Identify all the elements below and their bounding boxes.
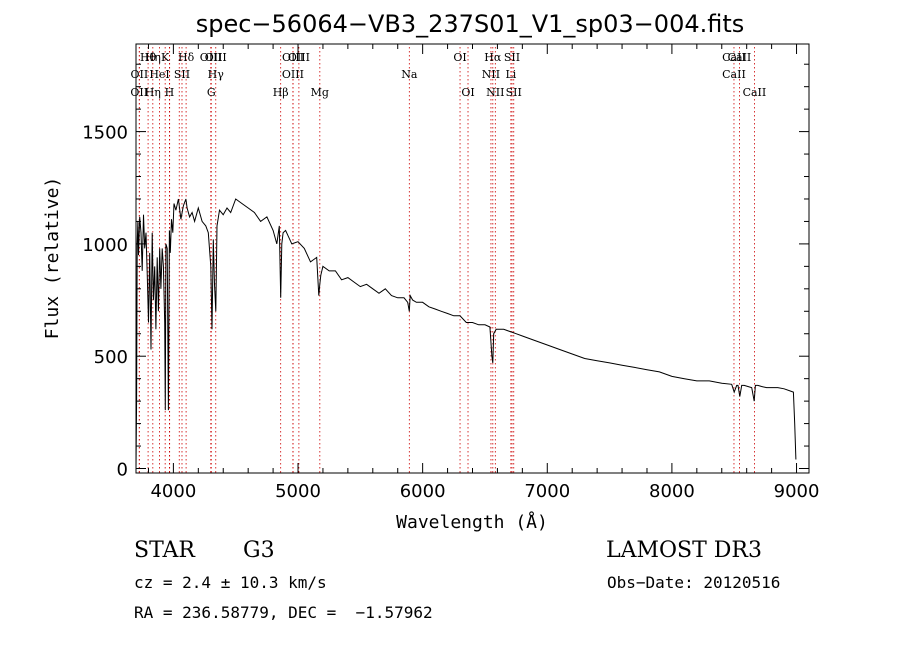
x-tick-label: 4000	[150, 481, 196, 502]
line-label: Hη	[145, 86, 161, 99]
line-label: SII	[504, 51, 520, 64]
x-tick-label: 9000	[774, 481, 820, 502]
line-label: Li	[505, 68, 516, 81]
y-tick-label: 1000	[82, 235, 128, 256]
line-label: OIII	[282, 51, 304, 64]
y-tick-label: 0	[117, 460, 128, 481]
object-class: STAR	[134, 538, 195, 563]
y-tick-label: 500	[94, 347, 128, 368]
line-label: Hγ	[208, 68, 225, 81]
chart-title: spec−56064−VB3_237S01_V1_sp03−004.fits	[196, 10, 745, 38]
x-tick-label: 6000	[400, 481, 446, 502]
object-subclass: G3	[243, 538, 275, 563]
x-tick-label: 8000	[649, 481, 695, 502]
spectrum-series-line	[135, 198, 797, 469]
line-label: Hβ	[273, 86, 289, 99]
line-label: HeI	[149, 68, 169, 81]
x-tick-label: 7000	[524, 481, 570, 502]
line-label: OIII	[282, 68, 304, 81]
line-label: OIII	[200, 51, 222, 64]
line-label: OII	[131, 68, 149, 81]
survey-name: LAMOST DR3	[606, 538, 762, 563]
line-label: Hα	[484, 51, 502, 64]
line-label: Hδ	[178, 51, 195, 64]
line-label: OIII	[288, 51, 310, 64]
line-label: OI	[453, 51, 466, 64]
coordinates: RA = 236.58779, DEC = −1.57962	[134, 603, 433, 622]
line-label: Hη	[145, 51, 161, 64]
redshift-velocity: cz = 2.4 ± 10.3 km/s	[134, 573, 327, 592]
line-label: NII	[482, 68, 500, 81]
axis-ticks: 4000 5000 6000 7000 8000 9000 0 500 1000 1500	[82, 44, 819, 502]
line-label: Na	[401, 68, 418, 81]
line-label: CaII	[722, 51, 746, 64]
emission-line-markers	[138, 47, 755, 473]
x-tick-label: 5000	[275, 481, 321, 502]
line-label: CaII	[743, 86, 767, 99]
line-label: SII	[174, 68, 190, 81]
y-axis-label: Flux (relative)	[42, 177, 63, 340]
line-label: Mg	[311, 86, 329, 99]
y-tick-label: 1500	[82, 123, 128, 144]
line-label: OIII	[205, 51, 227, 64]
line-label: H	[165, 86, 175, 99]
line-label: OI	[461, 86, 474, 99]
line-label: NII	[486, 86, 504, 99]
line-label: SII	[506, 86, 522, 99]
line-label: G	[207, 86, 216, 99]
plot-frame	[135, 43, 810, 474]
line-label: Hθ	[140, 51, 157, 64]
line-label: K	[161, 51, 170, 64]
x-axis-label: Wavelength (Å)	[396, 511, 548, 533]
line-label: OII	[130, 86, 148, 99]
observation-date: Obs−Date: 20120516	[607, 573, 781, 592]
line-label: CaII	[728, 51, 752, 64]
line-label: CaII	[722, 68, 746, 81]
